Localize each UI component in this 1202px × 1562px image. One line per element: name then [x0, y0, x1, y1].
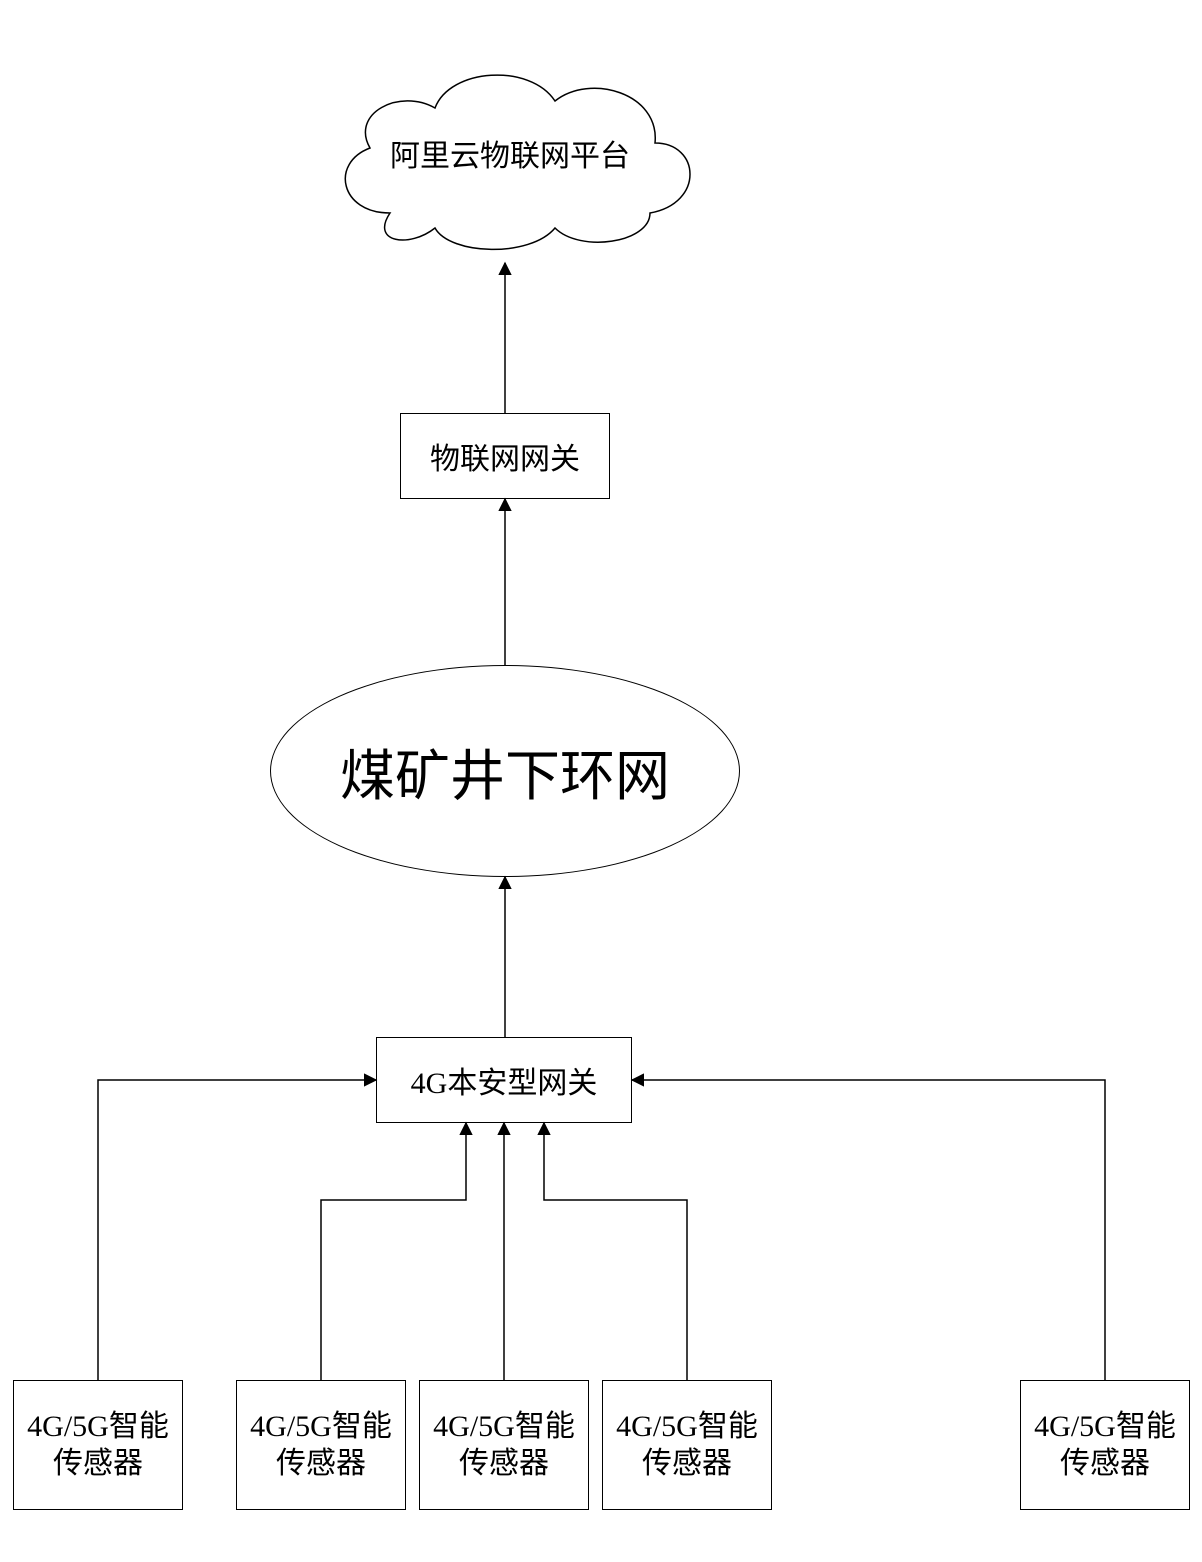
sensor-node: 4G/5G智能传感器: [1020, 1380, 1190, 1510]
sensor-node: 4G/5G智能传感器: [419, 1380, 589, 1510]
iot-gateway-label: 物联网网关: [430, 434, 580, 478]
sensor-label: 4G/5G智能传感器: [603, 1408, 771, 1483]
ring-network-label: 煤矿井下环网: [340, 731, 670, 811]
sensor-label: 4G/5G智能传感器: [237, 1408, 405, 1483]
sensor-node: 4G/5G智能传感器: [13, 1380, 183, 1510]
cloud-node: 阿里云物联网平台: [300, 43, 720, 263]
iot-gateway-node: 物联网网关: [400, 413, 610, 499]
safe-gateway-node: 4G本安型网关: [376, 1037, 632, 1123]
cloud-label: 阿里云物联网平台: [300, 43, 720, 263]
ring-network-node: 煤矿井下环网: [270, 665, 740, 877]
sensor-node: 4G/5G智能传感器: [602, 1380, 772, 1510]
sensor-node: 4G/5G智能传感器: [236, 1380, 406, 1510]
sensor-label: 4G/5G智能传感器: [1021, 1408, 1189, 1483]
sensor-label: 4G/5G智能传感器: [420, 1408, 588, 1483]
safe-gateway-label: 4G本安型网关: [411, 1058, 598, 1102]
sensor-label: 4G/5G智能传感器: [14, 1408, 182, 1483]
cloud-text: 阿里云物联网平台: [390, 131, 630, 175]
